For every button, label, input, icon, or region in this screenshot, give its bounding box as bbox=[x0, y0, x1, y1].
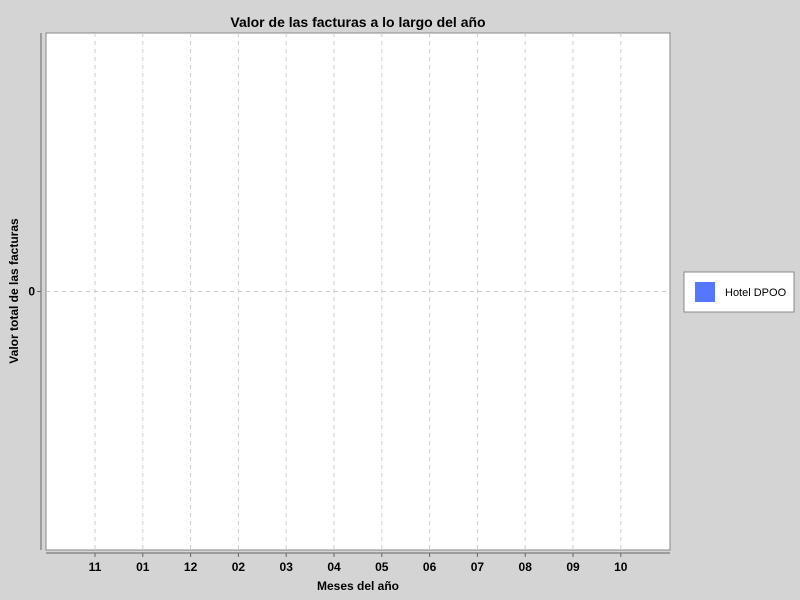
x-axis-label: Meses del año bbox=[317, 579, 399, 593]
x-tick-labels: 11 01 12 02 03 04 05 06 07 08 09 10 bbox=[89, 553, 628, 574]
x-tick-label: 04 bbox=[327, 560, 341, 574]
x-tick-label: 10 bbox=[614, 560, 628, 574]
x-tick-label: 09 bbox=[566, 560, 580, 574]
x-tick-label: 05 bbox=[375, 560, 389, 574]
y-tick-labels: 0 bbox=[28, 285, 41, 299]
legend-swatch bbox=[695, 282, 715, 302]
x-tick-label: 12 bbox=[184, 560, 198, 574]
legend-label: Hotel DPOO bbox=[725, 287, 787, 299]
x-tick-label: 11 bbox=[89, 560, 102, 574]
chart-title: Valor de las facturas a lo largo del año bbox=[230, 14, 485, 30]
x-tick-label: 07 bbox=[471, 560, 485, 574]
x-tick-label: 02 bbox=[232, 560, 246, 574]
x-tick-label: 03 bbox=[280, 560, 294, 574]
grid-lines bbox=[46, 33, 670, 550]
legend: Hotel DPOO bbox=[683, 271, 795, 313]
y-axis-label: Valor total de las facturas bbox=[7, 218, 21, 364]
x-tick-label: 08 bbox=[519, 560, 533, 574]
y-tick-label: 0 bbox=[28, 285, 35, 299]
x-tick-label: 01 bbox=[136, 560, 150, 574]
x-tick-label: 06 bbox=[423, 560, 437, 574]
